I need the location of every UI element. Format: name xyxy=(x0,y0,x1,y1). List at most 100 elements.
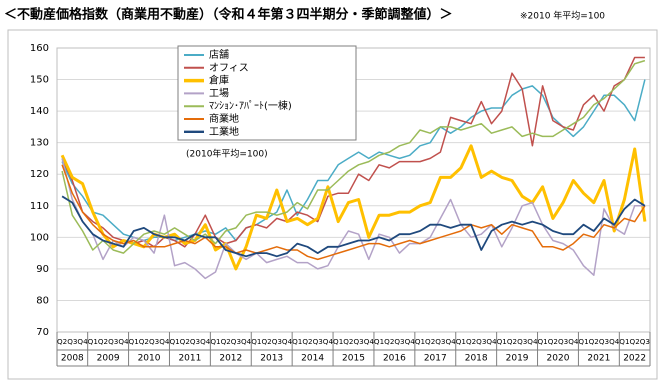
x-tick-label: Q2 xyxy=(548,338,558,346)
x-tick-label: Q4 xyxy=(159,338,169,346)
x-tick-label: Q4 xyxy=(446,338,456,346)
x-tick-label: Q4 xyxy=(77,338,87,346)
x-tick-label: Q3 xyxy=(354,338,364,346)
year-label: 2016 xyxy=(383,354,406,364)
x-tick-label: Q1 xyxy=(333,338,343,346)
x-tick-label: Q3 xyxy=(108,338,118,346)
legend-label: 倉庫 xyxy=(209,74,229,87)
x-tick-label: Q4 xyxy=(118,338,128,346)
year-label: 2011 xyxy=(178,354,201,364)
y-tick-label: 120 xyxy=(30,169,49,180)
x-tick-label: Q2 xyxy=(180,338,190,346)
x-tick-label: Q2 xyxy=(302,338,312,346)
y-tick-label: 70 xyxy=(36,327,49,338)
x-tick-label: Q4 xyxy=(527,338,537,346)
series-line xyxy=(61,164,646,261)
chart-title: ＜不動産価格指数（商業用不動産）（令和４年第３四半期分・季節調整値）＞ xyxy=(4,7,453,23)
x-tick-label: Q1 xyxy=(210,338,220,346)
x-tick-label: Q3 xyxy=(435,338,445,346)
x-tick-label: Q2 xyxy=(221,338,231,346)
year-label: 2014 xyxy=(301,354,324,364)
x-tick-label: Q2 xyxy=(343,338,353,346)
x-tick-label: Q3 xyxy=(394,338,404,346)
year-label: 2018 xyxy=(465,354,488,364)
year-label: 2013 xyxy=(260,354,283,364)
series-line xyxy=(61,158,645,280)
annotation: (2010年平均=100) xyxy=(186,148,268,160)
x-tick-label: Q2 xyxy=(98,338,108,346)
x-tick-label: Q4 xyxy=(200,338,210,346)
legend-box xyxy=(177,45,357,141)
y-tick-label: 100 xyxy=(30,232,49,243)
legend-label: 店舗 xyxy=(209,48,229,61)
y-tick-label: 150 xyxy=(30,75,49,86)
x-tick-label: Q3 xyxy=(190,338,200,346)
x-tick-label: Q3 xyxy=(476,338,486,346)
x-tick-label: Q1 xyxy=(497,338,507,346)
x-tick-label: Q3 xyxy=(67,338,77,346)
x-tick-label: Q1 xyxy=(169,338,179,346)
year-label: 2019 xyxy=(506,354,529,364)
x-tick-label: Q3 xyxy=(640,338,650,346)
base-note: ※2010 年平均=100 xyxy=(520,10,605,22)
year-label: 2020 xyxy=(547,354,570,364)
y-tick-label: 160 xyxy=(30,43,49,54)
y-tick-label: 140 xyxy=(30,106,49,117)
x-tick-label: Q3 xyxy=(272,338,282,346)
year-label: 2022 xyxy=(623,354,646,364)
x-tick-label: Q3 xyxy=(558,338,568,346)
x-tick-label: Q1 xyxy=(88,338,98,346)
legend-label: 商業地 xyxy=(209,112,239,125)
year-label: 2008 xyxy=(61,354,84,364)
x-tick-label: Q1 xyxy=(292,338,302,346)
legend-label: ﾏﾝｼｮﾝ･ｱﾊﾟｰﾄ(一棟) xyxy=(209,99,292,112)
x-tick-label: Q2 xyxy=(507,338,517,346)
year-label: 2015 xyxy=(342,354,365,364)
year-label: 2012 xyxy=(219,354,242,364)
year-label: 2017 xyxy=(424,354,447,364)
x-tick-label: Q2 xyxy=(466,338,476,346)
x-tick-label: Q4 xyxy=(364,338,374,346)
x-tick-label: Q2 xyxy=(425,338,435,346)
y-tick-label: 130 xyxy=(30,138,49,149)
y-tick-label: 90 xyxy=(36,264,49,275)
legend-label: 工場 xyxy=(209,86,229,99)
x-tick-label: Q1 xyxy=(538,338,548,346)
x-tick-label: Q2 xyxy=(261,338,271,346)
x-tick-label: Q4 xyxy=(282,338,292,346)
x-tick-label: Q4 xyxy=(405,338,415,346)
x-tick-label: Q2 xyxy=(589,338,599,346)
x-tick-label: Q2 xyxy=(384,338,394,346)
x-tick-label: Q1 xyxy=(374,338,384,346)
x-tick-label: Q2 xyxy=(57,338,67,346)
x-tick-label: Q1 xyxy=(129,338,139,346)
year-label: 2021 xyxy=(587,354,610,364)
x-tick-label: Q3 xyxy=(231,338,241,346)
x-tick-label: Q4 xyxy=(568,338,578,346)
x-tick-label: Q3 xyxy=(517,338,527,346)
series-line xyxy=(61,59,646,254)
legend-label: オフィス xyxy=(209,62,249,74)
x-tick-label: Q4 xyxy=(241,338,251,346)
series-line xyxy=(61,56,645,248)
x-tick-label: Q3 xyxy=(599,338,609,346)
year-label: 2009 xyxy=(97,354,120,364)
legend-label: 工業地 xyxy=(209,125,239,138)
x-tick-label: Q4 xyxy=(486,338,496,346)
x-tick-label: Q2 xyxy=(630,338,640,346)
series-line xyxy=(61,195,646,258)
x-tick-label: Q1 xyxy=(456,338,466,346)
y-tick-label: 110 xyxy=(30,201,49,212)
x-tick-label: Q4 xyxy=(323,338,333,346)
x-tick-label: Q3 xyxy=(313,338,323,346)
x-tick-label: Q1 xyxy=(251,338,261,346)
x-tick-label: Q1 xyxy=(415,338,425,346)
year-label: 2010 xyxy=(138,354,161,364)
x-tick-label: Q3 xyxy=(149,338,159,346)
y-tick-label: 80 xyxy=(36,295,49,306)
x-tick-label: Q1 xyxy=(619,338,629,346)
x-tick-label: Q1 xyxy=(578,338,588,346)
x-tick-label: Q4 xyxy=(609,338,619,346)
